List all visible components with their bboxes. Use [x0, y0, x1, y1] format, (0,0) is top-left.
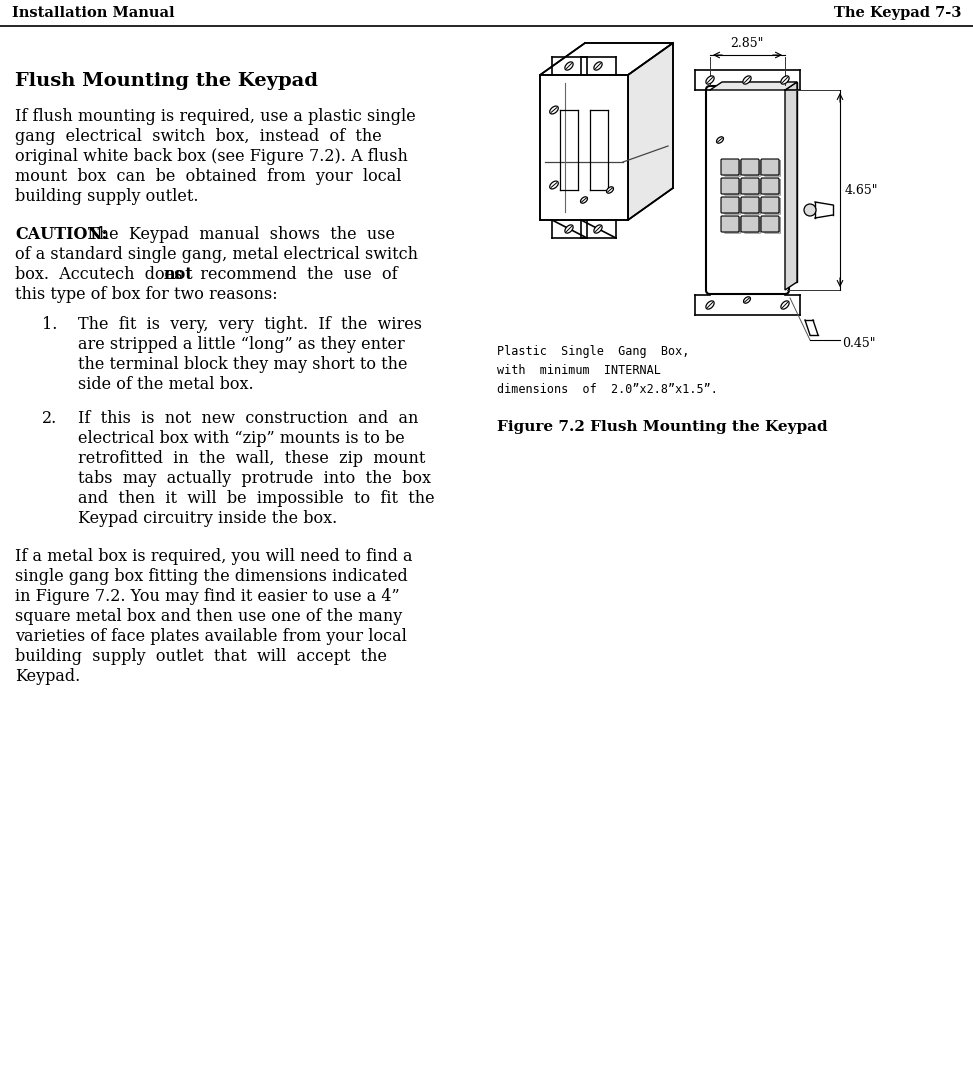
Polygon shape	[758, 197, 761, 215]
Polygon shape	[738, 217, 741, 234]
Text: building supply outlet.: building supply outlet.	[15, 188, 198, 205]
FancyBboxPatch shape	[741, 159, 759, 175]
Circle shape	[804, 204, 816, 216]
Polygon shape	[758, 179, 761, 196]
Polygon shape	[762, 231, 781, 234]
Ellipse shape	[594, 62, 602, 71]
Polygon shape	[742, 193, 761, 196]
Ellipse shape	[705, 301, 714, 309]
Ellipse shape	[565, 225, 573, 233]
Ellipse shape	[550, 181, 559, 189]
Ellipse shape	[781, 76, 789, 85]
Text: recommend  the  use  of: recommend the use of	[190, 266, 398, 283]
Ellipse shape	[716, 137, 724, 143]
Text: the terminal block they may short to the: the terminal block they may short to the	[78, 356, 408, 373]
FancyBboxPatch shape	[761, 159, 779, 175]
Polygon shape	[628, 43, 673, 220]
Text: this type of box for two reasons:: this type of box for two reasons:	[15, 286, 277, 303]
Polygon shape	[742, 174, 761, 177]
Ellipse shape	[705, 76, 714, 85]
Text: original white back box (see Figure 7.2). A flush: original white back box (see Figure 7.2)…	[15, 148, 408, 165]
FancyBboxPatch shape	[741, 197, 759, 213]
FancyBboxPatch shape	[721, 178, 739, 194]
Text: single gang box fitting the dimensions indicated: single gang box fitting the dimensions i…	[15, 569, 408, 585]
Text: CAUTION:: CAUTION:	[15, 226, 107, 243]
Ellipse shape	[781, 301, 789, 309]
Text: Keypad.: Keypad.	[15, 668, 80, 685]
FancyBboxPatch shape	[741, 178, 759, 194]
Text: If a metal box is required, you will need to find a: If a metal box is required, you will nee…	[15, 548, 413, 565]
Text: not: not	[163, 266, 193, 283]
Polygon shape	[778, 179, 781, 196]
Polygon shape	[722, 212, 741, 215]
Text: The  fit  is  very,  very  tight.  If  the  wires: The fit is very, very tight. If the wire…	[78, 316, 422, 333]
Polygon shape	[762, 193, 781, 196]
Ellipse shape	[594, 225, 602, 233]
Polygon shape	[738, 179, 741, 196]
Polygon shape	[778, 159, 781, 177]
Text: box.  Accutech  does: box. Accutech does	[15, 266, 188, 283]
Text: Figure 7.2 Flush Mounting the Keypad: Figure 7.2 Flush Mounting the Keypad	[497, 420, 828, 434]
Text: Installation Manual: Installation Manual	[12, 7, 174, 20]
Text: gang  electrical  switch  box,  instead  of  the: gang electrical switch box, instead of t…	[15, 128, 381, 145]
Polygon shape	[738, 159, 741, 177]
Text: electrical box with “zip” mounts is to be: electrical box with “zip” mounts is to b…	[78, 430, 405, 447]
Polygon shape	[742, 231, 761, 234]
Text: are stripped a little “long” as they enter: are stripped a little “long” as they ent…	[78, 336, 405, 353]
Text: tabs  may  actually  protrude  into  the  box: tabs may actually protrude into the box	[78, 470, 431, 487]
Text: retrofitted  in  the  wall,  these  zip  mount: retrofitted in the wall, these zip mount	[78, 450, 425, 467]
Text: square metal box and then use one of the many: square metal box and then use one of the…	[15, 608, 402, 625]
Polygon shape	[540, 43, 673, 75]
FancyBboxPatch shape	[761, 197, 779, 213]
FancyBboxPatch shape	[761, 178, 779, 194]
Ellipse shape	[606, 187, 613, 193]
Polygon shape	[722, 231, 741, 234]
Polygon shape	[762, 174, 781, 177]
Polygon shape	[758, 217, 761, 234]
Text: Keypad circuitry inside the box.: Keypad circuitry inside the box.	[78, 510, 338, 527]
Polygon shape	[540, 75, 628, 220]
Text: If  this  is  not  new  construction  and  an: If this is not new construction and an	[78, 410, 418, 427]
Polygon shape	[722, 174, 741, 177]
FancyBboxPatch shape	[761, 216, 779, 232]
Text: The Keypad 7-3: The Keypad 7-3	[834, 7, 961, 20]
Text: If flush mounting is required, use a plastic single: If flush mounting is required, use a pla…	[15, 108, 415, 125]
Polygon shape	[710, 82, 797, 90]
Ellipse shape	[565, 62, 573, 71]
Text: 1.: 1.	[42, 316, 57, 333]
FancyBboxPatch shape	[741, 216, 759, 232]
Polygon shape	[778, 217, 781, 234]
Polygon shape	[762, 212, 781, 215]
Text: The  Keypad  manual  shows  the  use: The Keypad manual shows the use	[83, 226, 395, 243]
Ellipse shape	[581, 196, 588, 203]
Polygon shape	[722, 193, 741, 196]
FancyBboxPatch shape	[721, 197, 739, 213]
Polygon shape	[738, 197, 741, 215]
Text: of a standard single gang, metal electrical switch: of a standard single gang, metal electri…	[15, 246, 418, 263]
Ellipse shape	[742, 76, 751, 85]
Ellipse shape	[550, 106, 559, 114]
Polygon shape	[785, 82, 797, 290]
Text: in Figure 7.2. You may find it easier to use a 4”: in Figure 7.2. You may find it easier to…	[15, 588, 400, 605]
Text: building  supply  outlet  that  will  accept  the: building supply outlet that will accept …	[15, 648, 387, 665]
Text: mount  box  can  be  obtained  from  your  local: mount box can be obtained from your loca…	[15, 168, 402, 186]
Polygon shape	[742, 212, 761, 215]
Text: 4.65": 4.65"	[845, 183, 879, 196]
Text: and  then  it  will  be  impossible  to  fit  the: and then it will be impossible to fit th…	[78, 490, 435, 507]
Text: 2.: 2.	[42, 410, 57, 427]
Polygon shape	[758, 159, 761, 177]
Text: 2.85": 2.85"	[731, 37, 764, 50]
Text: varieties of face plates available from your local: varieties of face plates available from …	[15, 628, 407, 644]
FancyBboxPatch shape	[721, 159, 739, 175]
Text: side of the metal box.: side of the metal box.	[78, 376, 254, 393]
Ellipse shape	[743, 297, 750, 303]
Text: Plastic  Single  Gang  Box,
with  minimum  INTERNAL
dimensions  of  2.0”x2.8”x1.: Plastic Single Gang Box, with minimum IN…	[497, 345, 718, 396]
Polygon shape	[722, 82, 797, 282]
Text: Flush Mounting the Keypad: Flush Mounting the Keypad	[15, 72, 318, 90]
Text: 0.45": 0.45"	[842, 337, 876, 350]
Polygon shape	[778, 197, 781, 215]
FancyBboxPatch shape	[706, 86, 789, 294]
FancyBboxPatch shape	[721, 216, 739, 232]
